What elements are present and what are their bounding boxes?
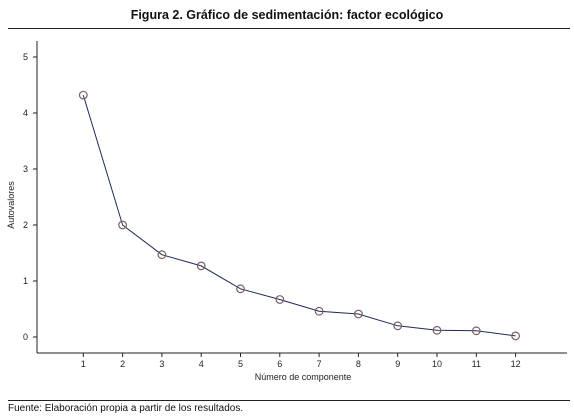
series-line <box>82 94 516 337</box>
x-tick-label: 2 <box>120 359 125 369</box>
y-axis-label: Autovalores <box>6 181 16 229</box>
data-point <box>78 90 88 100</box>
bottom-rule <box>8 400 570 401</box>
x-tick-label: 1 <box>81 359 86 369</box>
y-tick-label: 0 <box>23 332 28 342</box>
data-point <box>354 309 363 319</box>
series <box>78 90 520 341</box>
top-rule <box>8 28 570 29</box>
x-tick-label: 6 <box>277 359 282 369</box>
x-tick-label: 11 <box>472 359 481 369</box>
axes <box>36 41 567 354</box>
data-point <box>196 261 206 271</box>
x-tick-label: 4 <box>199 359 204 369</box>
data-point <box>236 284 245 294</box>
data-point <box>314 306 324 316</box>
data-point <box>118 220 127 230</box>
figure-title: Figura 2. Gráfico de sedimentación: fact… <box>130 8 444 22</box>
y-tick-label: 4 <box>23 108 28 118</box>
data-point <box>511 331 520 341</box>
y-tick-label: 2 <box>23 220 28 230</box>
data-point <box>471 326 481 336</box>
y-tick-label: 1 <box>23 276 28 286</box>
data-point <box>157 250 167 260</box>
data-point <box>393 321 403 331</box>
x-tick-label: 5 <box>238 359 243 369</box>
data-point <box>432 325 442 335</box>
y-ticks: 0 1 2 3 4 5 <box>23 52 37 342</box>
x-axis-label: Número de componente <box>255 372 352 382</box>
x-tick-label: 3 <box>159 359 164 369</box>
data-point <box>275 295 285 304</box>
x-tick-label: 10 <box>432 359 442 369</box>
x-tick-label: 9 <box>395 359 400 369</box>
x-tick-label: 8 <box>356 359 361 369</box>
x-tick-label: 12 <box>511 359 521 369</box>
y-tick-label: 3 <box>23 164 28 174</box>
x-tick-label: 7 <box>317 359 322 369</box>
x-ticks: 1 2 3 4 5 6 7 8 9 10 11 12 <box>81 353 521 369</box>
y-tick-label: 5 <box>23 52 28 62</box>
figure-source: Fuente: Elaboración propia a partir de l… <box>8 403 244 414</box>
